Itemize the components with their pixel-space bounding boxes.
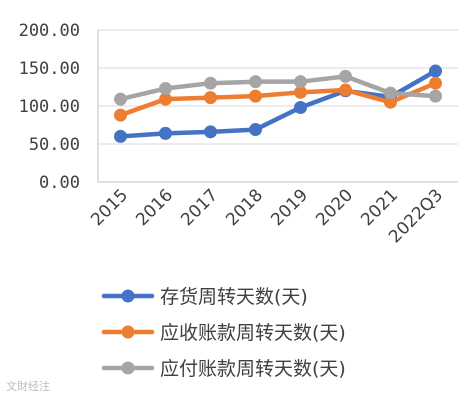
data-point bbox=[294, 85, 307, 99]
y-axis-ticks: 0.00 50.00 100.00 150.00 200.00 bbox=[19, 21, 80, 193]
y-tick-label: 100.00 bbox=[19, 97, 80, 117]
x-tick-label: 2017 bbox=[177, 185, 222, 230]
legend-label: 应付账款周转天数(天) bbox=[160, 358, 346, 380]
y-tick-label: 50.00 bbox=[29, 135, 80, 155]
legend-marker bbox=[121, 325, 135, 339]
data-point bbox=[249, 75, 262, 89]
data-point bbox=[429, 76, 442, 90]
watermark: 文財经注 bbox=[6, 380, 50, 393]
data-point bbox=[114, 92, 127, 106]
y-tick-label: 0.00 bbox=[39, 173, 80, 193]
data-point bbox=[159, 126, 172, 140]
data-point bbox=[429, 89, 442, 103]
y-tick-label: 150.00 bbox=[19, 59, 80, 79]
x-tick-label: 2018 bbox=[222, 185, 267, 230]
x-tick-label: 2020 bbox=[312, 185, 357, 230]
data-point bbox=[159, 92, 172, 106]
gridlines bbox=[97, 29, 458, 183]
data-point bbox=[294, 75, 307, 89]
data-point bbox=[114, 129, 127, 143]
x-tick-label: 2016 bbox=[132, 185, 177, 230]
legend: 存货周转天数(天) 应收账款周转天数(天) 应付账款周转天数(天) bbox=[101, 286, 346, 380]
data-point bbox=[159, 82, 172, 96]
data-point bbox=[339, 69, 352, 83]
data-point bbox=[249, 89, 262, 103]
data-point bbox=[204, 76, 217, 90]
x-tick-label: 2015 bbox=[87, 185, 132, 230]
data-point bbox=[204, 125, 217, 139]
series-line bbox=[118, 80, 438, 118]
data-point bbox=[339, 83, 352, 97]
data-point bbox=[114, 108, 127, 122]
legend-marker bbox=[121, 361, 135, 375]
legend-marker bbox=[121, 289, 135, 303]
data-point bbox=[294, 101, 307, 115]
series-line bbox=[118, 68, 438, 139]
series-line bbox=[118, 74, 438, 102]
data-point bbox=[429, 64, 442, 78]
legend-label: 存货周转天数(天) bbox=[160, 286, 308, 308]
legend-label: 应收账款周转天数(天) bbox=[160, 322, 346, 344]
series-lines bbox=[114, 64, 442, 143]
data-point bbox=[384, 86, 397, 100]
x-tick-label: 2019 bbox=[267, 185, 312, 230]
data-point bbox=[384, 95, 397, 109]
y-tick-label: 200.00 bbox=[19, 21, 80, 41]
data-point bbox=[249, 123, 262, 137]
data-point bbox=[204, 91, 217, 105]
